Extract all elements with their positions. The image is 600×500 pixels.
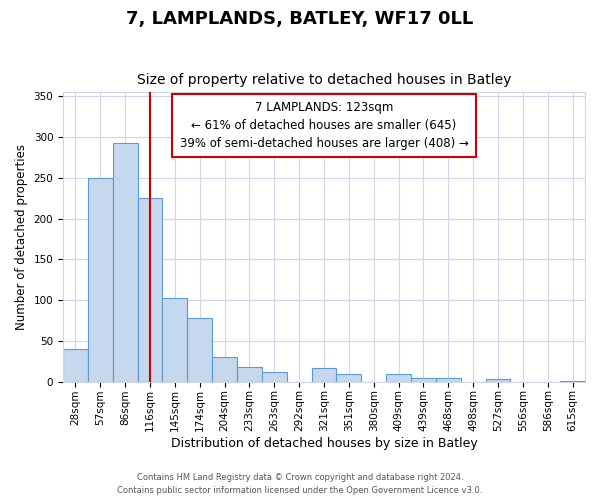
Title: Size of property relative to detached houses in Batley: Size of property relative to detached ho… xyxy=(137,73,511,87)
Bar xyxy=(88,178,113,382)
Bar xyxy=(311,368,337,382)
Text: 7 LAMPLANDS: 123sqm
← 61% of detached houses are smaller (645)
39% of semi-detac: 7 LAMPLANDS: 123sqm ← 61% of detached ho… xyxy=(179,101,469,150)
Bar xyxy=(560,381,585,382)
Bar xyxy=(63,349,88,382)
Bar xyxy=(187,318,212,382)
Bar xyxy=(237,367,262,382)
Bar xyxy=(337,374,361,382)
Text: 7, LAMPLANDS, BATLEY, WF17 0LL: 7, LAMPLANDS, BATLEY, WF17 0LL xyxy=(127,10,473,28)
Text: Contains HM Land Registry data © Crown copyright and database right 2024.
Contai: Contains HM Land Registry data © Crown c… xyxy=(118,474,482,495)
Bar xyxy=(262,372,287,382)
Bar xyxy=(137,198,163,382)
Bar xyxy=(411,378,436,382)
X-axis label: Distribution of detached houses by size in Batley: Distribution of detached houses by size … xyxy=(170,437,478,450)
Bar xyxy=(485,379,511,382)
Bar xyxy=(113,143,137,382)
Bar xyxy=(163,298,187,382)
Bar xyxy=(212,357,237,382)
Y-axis label: Number of detached properties: Number of detached properties xyxy=(15,144,28,330)
Bar xyxy=(436,378,461,382)
Bar xyxy=(386,374,411,382)
